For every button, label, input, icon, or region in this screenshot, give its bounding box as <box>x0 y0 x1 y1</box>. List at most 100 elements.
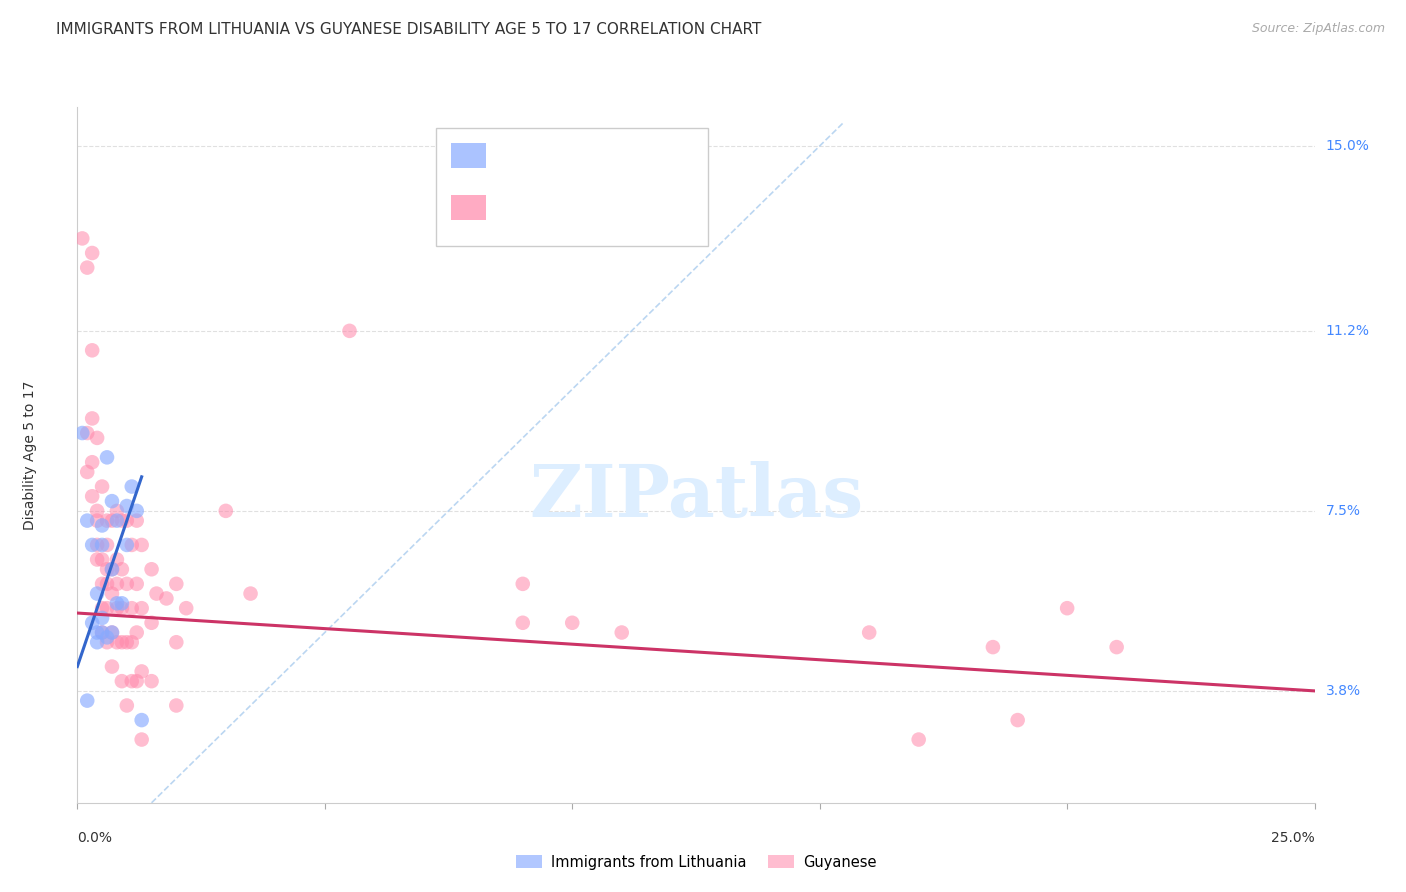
Point <box>115 577 138 591</box>
Point <box>105 552 128 566</box>
Point <box>125 504 148 518</box>
Point <box>82 411 104 425</box>
Bar <box>451 144 485 169</box>
Point <box>105 577 128 591</box>
Point <box>91 538 114 552</box>
Point <box>91 479 114 493</box>
Point <box>907 732 929 747</box>
Point <box>111 635 134 649</box>
Point <box>86 514 108 528</box>
Point <box>131 601 153 615</box>
Legend: Immigrants from Lithuania, Guyanese: Immigrants from Lithuania, Guyanese <box>510 849 882 876</box>
Text: ZIPatlas: ZIPatlas <box>529 461 863 533</box>
Point <box>76 514 98 528</box>
Text: 11.2%: 11.2% <box>1326 324 1369 338</box>
Point <box>86 635 108 649</box>
Point <box>131 665 153 679</box>
Point <box>1007 713 1029 727</box>
Point <box>101 514 124 528</box>
Point <box>82 489 104 503</box>
Point <box>512 615 534 630</box>
Point <box>96 562 118 576</box>
Point <box>101 586 124 600</box>
Point <box>512 577 534 591</box>
Point <box>131 538 153 552</box>
Point <box>86 586 108 600</box>
Point <box>105 635 128 649</box>
Point <box>72 425 94 440</box>
Point <box>76 260 98 275</box>
Point <box>165 635 187 649</box>
Point <box>82 538 104 552</box>
Point <box>121 635 143 649</box>
Point <box>91 518 114 533</box>
Text: 15.0%: 15.0% <box>1326 139 1369 153</box>
Point <box>105 514 128 528</box>
Point <box>76 425 98 440</box>
Point <box>239 586 262 600</box>
Point <box>141 562 163 576</box>
Point <box>86 431 108 445</box>
Point <box>165 698 187 713</box>
Point <box>82 246 104 260</box>
Point <box>215 504 238 518</box>
Point <box>115 698 138 713</box>
Point <box>82 615 104 630</box>
Point <box>86 538 108 552</box>
Point <box>561 615 583 630</box>
Point <box>131 713 153 727</box>
Point <box>105 596 128 610</box>
Point <box>86 552 108 566</box>
Point <box>610 625 633 640</box>
Text: 0.0%: 0.0% <box>77 830 112 845</box>
Point <box>141 615 163 630</box>
Point <box>96 514 118 528</box>
Point <box>339 324 361 338</box>
Point <box>101 625 124 640</box>
FancyBboxPatch shape <box>436 128 709 246</box>
Point <box>121 538 143 552</box>
Point <box>82 343 104 358</box>
Text: Disability Age 5 to 17: Disability Age 5 to 17 <box>24 380 38 530</box>
Text: 7.5%: 7.5% <box>1326 504 1361 518</box>
Point <box>111 514 134 528</box>
Point <box>131 732 153 747</box>
Text: R = -0.142: R = -0.142 <box>498 201 588 216</box>
Text: IMMIGRANTS FROM LITHUANIA VS GUYANESE DISABILITY AGE 5 TO 17 CORRELATION CHART: IMMIGRANTS FROM LITHUANIA VS GUYANESE DI… <box>56 22 762 37</box>
Point <box>91 611 114 625</box>
Point <box>115 514 138 528</box>
Point <box>125 674 148 689</box>
Point <box>165 577 187 591</box>
Point <box>174 601 197 615</box>
Point <box>1056 601 1078 615</box>
Point <box>125 514 148 528</box>
Point <box>82 455 104 469</box>
Point <box>101 562 124 576</box>
Text: R = 0.540: R = 0.540 <box>498 148 581 163</box>
Bar <box>451 195 485 220</box>
Point <box>111 596 134 610</box>
Point <box>115 635 138 649</box>
Point <box>91 577 114 591</box>
Point <box>111 562 134 576</box>
Point <box>125 625 148 640</box>
Point <box>155 591 177 606</box>
Point <box>111 674 134 689</box>
Point <box>101 625 124 640</box>
Point <box>96 635 118 649</box>
Point <box>121 674 143 689</box>
Point <box>141 674 163 689</box>
Point <box>115 538 138 552</box>
Point <box>91 601 114 615</box>
Point <box>105 504 128 518</box>
Text: 3.8%: 3.8% <box>1326 684 1361 698</box>
Point <box>121 479 143 493</box>
Text: 25.0%: 25.0% <box>1271 830 1315 845</box>
Point <box>91 625 114 640</box>
Point <box>76 693 98 707</box>
Text: N = 25: N = 25 <box>628 148 685 163</box>
Point <box>145 586 167 600</box>
Point <box>76 465 98 479</box>
Point <box>981 640 1004 654</box>
Point <box>86 625 108 640</box>
